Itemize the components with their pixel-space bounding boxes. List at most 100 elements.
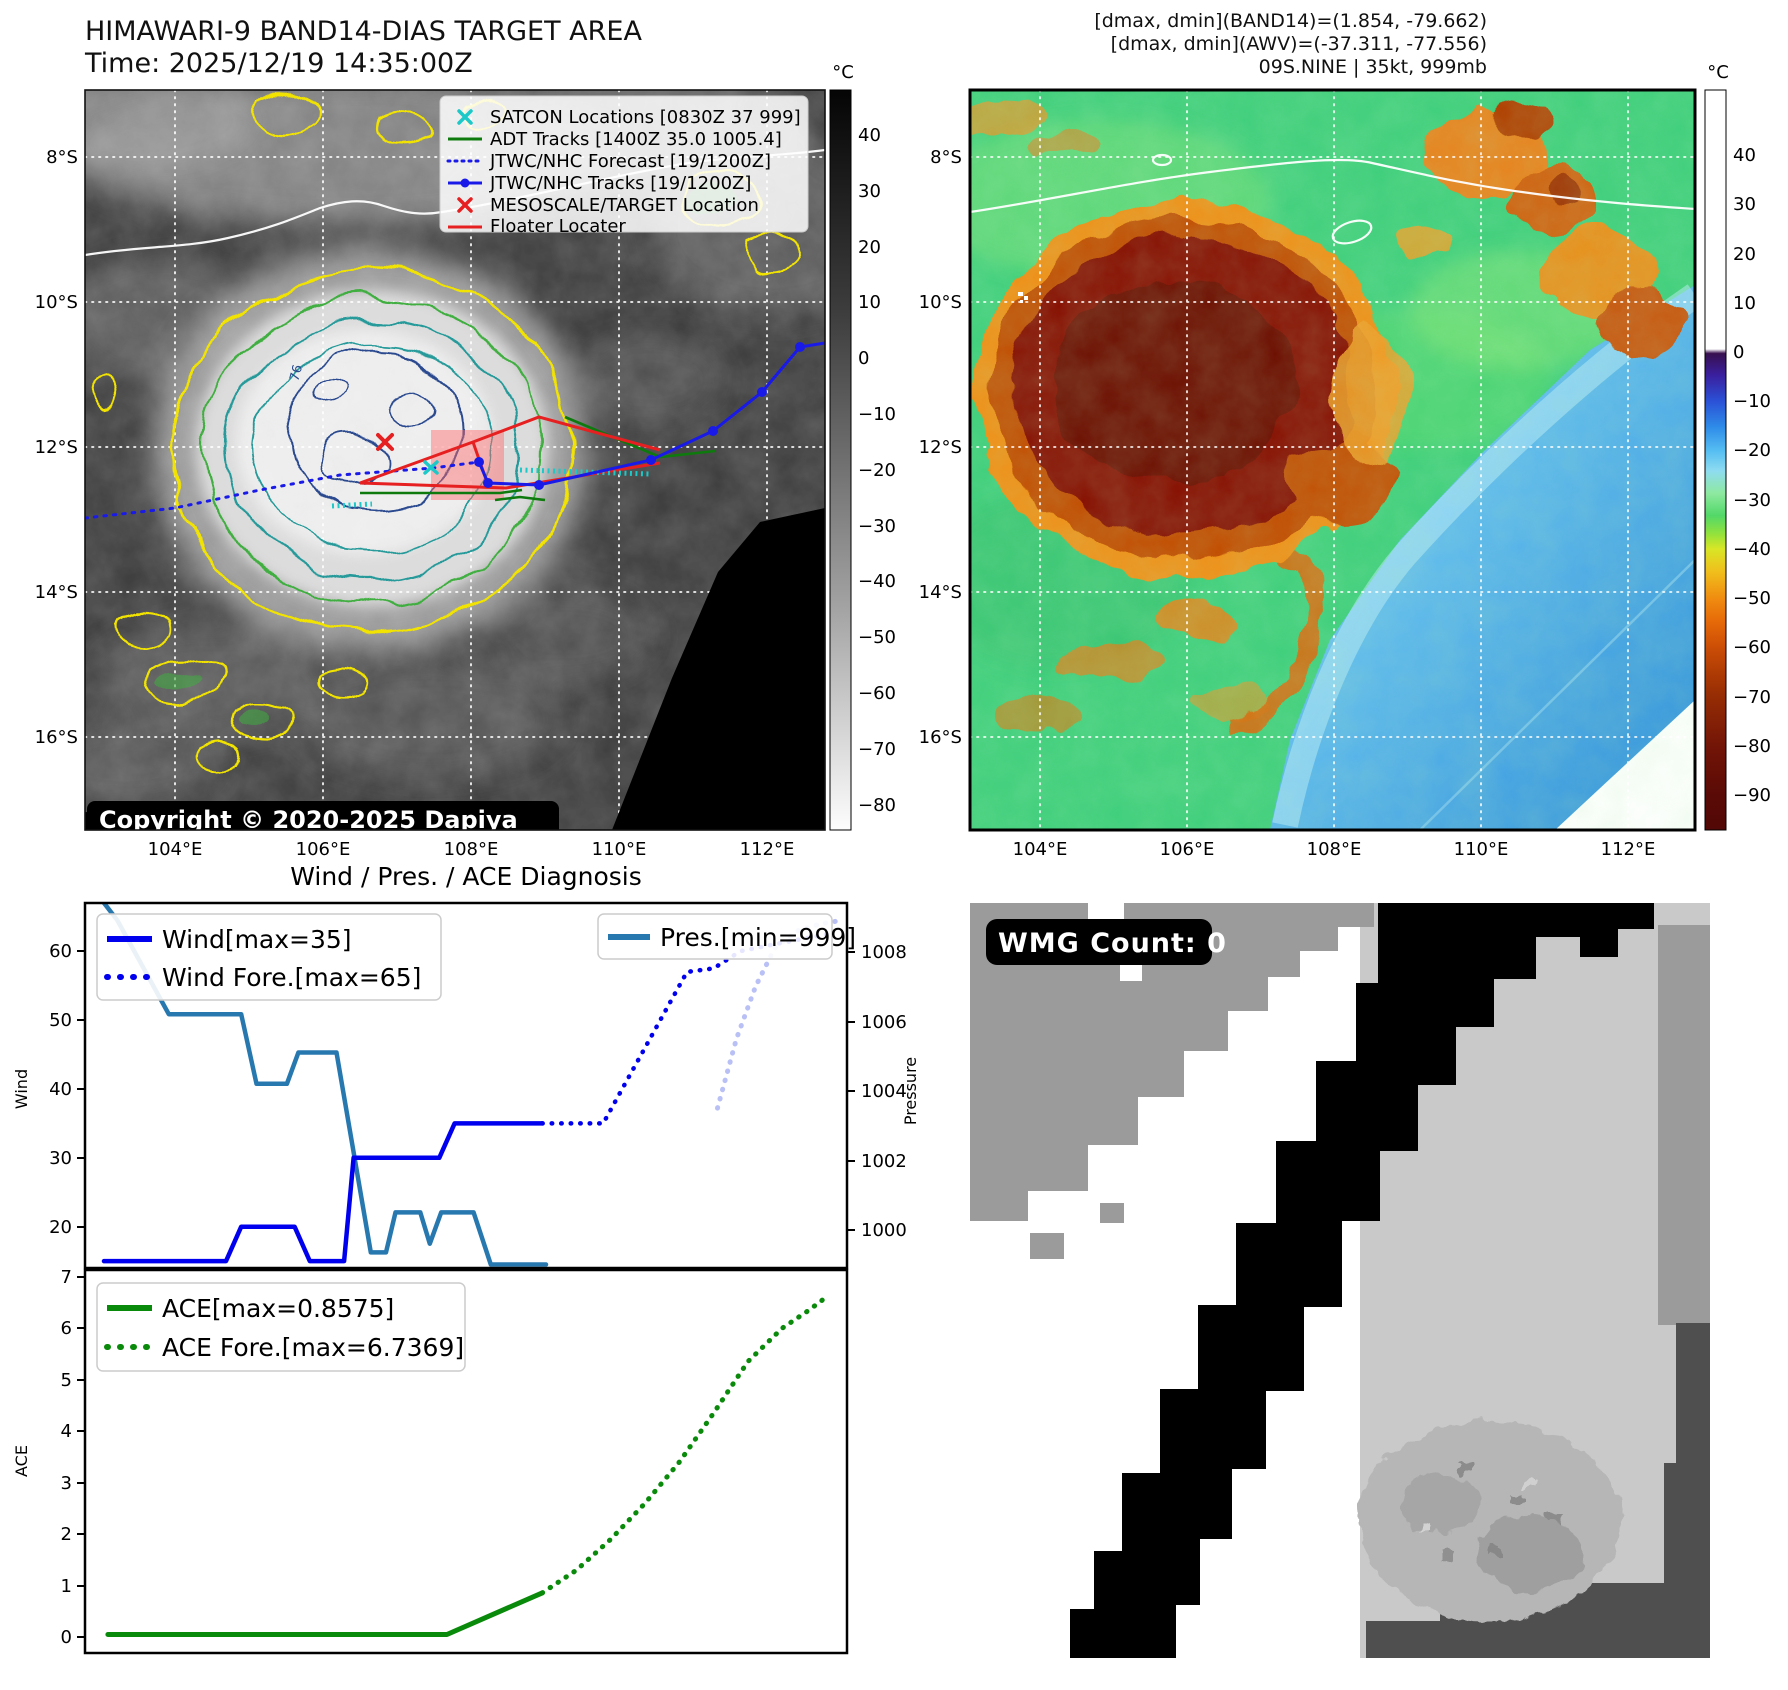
y-tick-label: 1000: [861, 1220, 907, 1241]
y-tick-label: 0: [61, 1627, 72, 1648]
lon-tick-label: 112°E: [740, 839, 795, 860]
colorbar-tick: −80: [1733, 736, 1771, 757]
diagnosis-title: Wind / Pres. / ACE Diagnosis: [290, 862, 642, 891]
y-tick-label: 1: [61, 1576, 72, 1597]
lon-tick-label: 106°E: [1160, 839, 1215, 860]
wmg-count-badge: WMG Count: 0: [986, 919, 1226, 965]
colorbar-tick: −20: [1733, 440, 1771, 461]
colorbar-tick: 30: [1733, 194, 1756, 215]
colorbar-tick: −80: [858, 795, 896, 816]
storm-contours: [170, 268, 574, 632]
lat-tick-label: 10°S: [919, 292, 962, 313]
y-tick-label: 1008: [861, 942, 907, 963]
lon-tick-label: 104°E: [1013, 839, 1068, 860]
colorbar-tick: −50: [1733, 588, 1771, 609]
jtwc-forecast-track: [85, 460, 481, 520]
wind-plot-border: [83, 901, 849, 1270]
target-area-shading: [431, 430, 504, 500]
lat-tick-label: 8°S: [930, 147, 962, 168]
y-tick-label: 7: [61, 1267, 72, 1288]
colorbar-tick: 0: [858, 348, 869, 369]
lat-tick-label: 12°S: [919, 437, 962, 458]
colorbar-tick: −50: [858, 627, 896, 648]
pressure-legend: Pres.[min=999]: [597, 913, 856, 960]
jtwc-track: [474, 341, 825, 490]
info-storm: 09S.NINE | 35kt, 999mb: [1258, 56, 1487, 78]
figure-time: Time: 2025/12/19 14:35:00Z: [85, 48, 473, 79]
lon-tick-label: 112°E: [1601, 839, 1656, 860]
band14-colorbar: °C 40 30 20 10 0 −10 −20 −30 −40 −50 −60…: [829, 62, 896, 831]
y-tick-label: 30: [49, 1148, 72, 1169]
pressure-axis-label: Pressure: [901, 1057, 920, 1125]
wind-axis-label: Wind: [12, 1069, 31, 1109]
colorbar-tick: 40: [1733, 145, 1756, 166]
y-tick-label: 6: [61, 1318, 72, 1339]
band14-map-panel: 76: [35, 62, 896, 860]
pressure-y-axis: 1008 1006 1004 1002 1000 Pressure: [861, 942, 920, 1241]
satcon-x-marker: [423, 460, 439, 475]
enhanced-ir-image: [970, 90, 1695, 830]
colorbar-tick: 20: [1733, 244, 1756, 265]
graticule: [970, 90, 1695, 830]
colorbar-tick: −10: [1733, 391, 1771, 412]
diagnosis-panel: Wind / Pres. / ACE Diagnosis 60 50 40 30…: [12, 862, 920, 1655]
colorbar-unit: °C: [832, 62, 854, 83]
lat-tick-label: 16°S: [919, 727, 962, 748]
lon-axis: 104°E 106°E 108°E 110°E 112°E: [1013, 839, 1656, 860]
ace-legend-label: ACE[max=0.8575]: [162, 1294, 394, 1323]
y-tick-label: 4: [61, 1421, 72, 1442]
lon-axis: 104°E 106°E 108°E 110°E 112°E: [148, 839, 795, 860]
pressure-legend-label: Pres.[min=999]: [660, 923, 856, 952]
lon-tick-label: 106°E: [296, 839, 351, 860]
y-tick-label: 40: [49, 1079, 72, 1100]
y-tick-label: 1006: [861, 1012, 907, 1033]
info-awv: [dmax, dmin](AWV)=(-37.311, -77.556): [1110, 33, 1487, 55]
legend-label: JTWC/NHC Tracks [19/1200Z]: [489, 173, 751, 194]
ace-tick-marks: [77, 1276, 85, 1638]
ace-axis-label: ACE: [12, 1445, 31, 1477]
satcon-legend-icon: [457, 109, 473, 125]
legend-label: MESOSCALE/TARGET Location: [490, 195, 759, 216]
y-tick-label: 1004: [861, 1081, 907, 1102]
legend-label: SATCON Locations [0830Z 37 999]: [490, 107, 801, 128]
ace-line: [105, 1590, 545, 1637]
eye-marker: [1018, 292, 1028, 303]
lat-axis: 8°S 10°S 12°S 14°S 16°S: [35, 147, 78, 748]
ace-legend: ACE[max=0.8575] ACE Fore.[max=6.7369]: [96, 1282, 466, 1372]
ace-fore-legend-label: ACE Fore.[max=6.7369]: [162, 1333, 464, 1362]
wind-legend-label: Wind[max=35]: [162, 925, 352, 954]
lat-axis: 8°S 10°S 12°S 14°S 16°S: [919, 147, 962, 748]
wmg-mottled-blob: [1358, 1421, 1622, 1621]
legend-label: Floater Locater: [490, 216, 626, 237]
lon-tick-label: 108°E: [1307, 839, 1362, 860]
y-tick-label: 5: [61, 1370, 72, 1391]
ace-forecast-line: [539, 1294, 829, 1596]
y-tick-label: 2: [61, 1524, 72, 1545]
colorbar-tick: −30: [1733, 490, 1771, 511]
coastline: [970, 153, 1695, 245]
band14-map-image: 76: [85, 90, 825, 830]
header-info: [dmax, dmin](BAND14)=(1.854, -79.662) [d…: [990, 10, 1487, 79]
lat-tick-label: 14°S: [35, 582, 78, 603]
map-border: [968, 88, 1697, 832]
lat-tick-label: 14°S: [919, 582, 962, 603]
map-legend: SATCON Locations [0830Z 37 999] ADT Trac…: [439, 95, 809, 237]
lon-tick-label: 110°E: [592, 839, 647, 860]
wmg-image: WMG Count: 0: [970, 903, 1710, 1658]
colorbar-tick: 20: [858, 237, 881, 258]
enhanced-colorbar: °C 40 30 20 10 0 −10 −20 −30 −40 −50 −60…: [1704, 62, 1771, 831]
lat-tick-label: 8°S: [46, 147, 78, 168]
wind-fore-legend-label: Wind Fore.[max=65]: [162, 963, 421, 992]
colorbar-tick: −70: [858, 739, 896, 760]
colorbar-tick: 30: [858, 181, 881, 202]
lat-tick-label: 16°S: [35, 727, 78, 748]
lon-tick-label: 104°E: [148, 839, 203, 860]
no-data-wedge: [612, 508, 825, 830]
map-border: [84, 89, 826, 831]
colorbar-tick: 10: [858, 292, 881, 313]
enhanced-ir-map-panel: 8°S 10°S 12°S 14°S 16°S 104°E 106°E 108°…: [919, 62, 1771, 860]
wind-legend: Wind[max=35] Wind Fore.[max=65]: [96, 913, 442, 1001]
colorbar-tick: −90: [1733, 785, 1771, 806]
wind-tick-marks: [77, 950, 855, 1231]
